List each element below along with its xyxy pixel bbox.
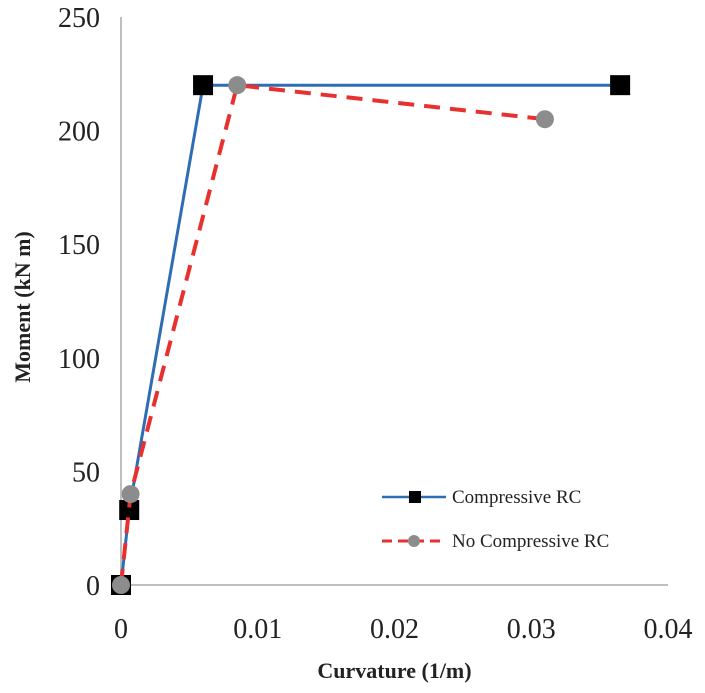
legend-item: Compressive RC [382,487,581,508]
legend-marker-square [409,491,421,503]
legend-label: Compressive RC [452,487,581,508]
series-line [119,83,546,586]
y-axis-title: Moment (kN m) [10,231,35,383]
y-tick-label: 0 [86,571,100,602]
series-layer [111,75,631,595]
legend: Compressive RC No Compressive RC [382,487,609,552]
data-point-square [193,75,214,96]
x-tick-label: 0 [114,614,128,645]
y-tick-label: 150 [58,230,100,261]
legend-label: No Compressive RC [452,531,609,552]
y-tick-label: 250 [58,3,100,34]
x-tick-label: 0.02 [370,614,419,645]
data-point-circle [535,110,554,129]
series-line [119,83,621,586]
data-point-circle [112,576,130,594]
series-compressive-rc [111,75,631,595]
y-tick-labels: 0 50 100 150 200 250 [58,3,100,602]
x-tick-labels: 0 0.01 0.02 0.03 0.04 [114,614,693,645]
x-tick-label: 0.04 [644,614,693,645]
data-point-circle [121,485,140,504]
y-tick-label: 100 [58,344,100,375]
axes [120,17,668,586]
data-point-circle [228,76,247,95]
x-tick-label: 0.01 [233,614,282,645]
x-tick-label: 0.03 [507,614,556,645]
y-tick-label: 50 [72,457,100,488]
data-point-square [119,500,140,521]
series-no-compressive-rc [112,76,554,594]
legend-marker-circle [408,535,420,547]
x-axis-title: Curvature (1/m) [317,658,471,683]
y-tick-label: 200 [58,117,100,148]
data-point-square [610,75,631,96]
legend-item: No Compressive RC [382,531,609,552]
